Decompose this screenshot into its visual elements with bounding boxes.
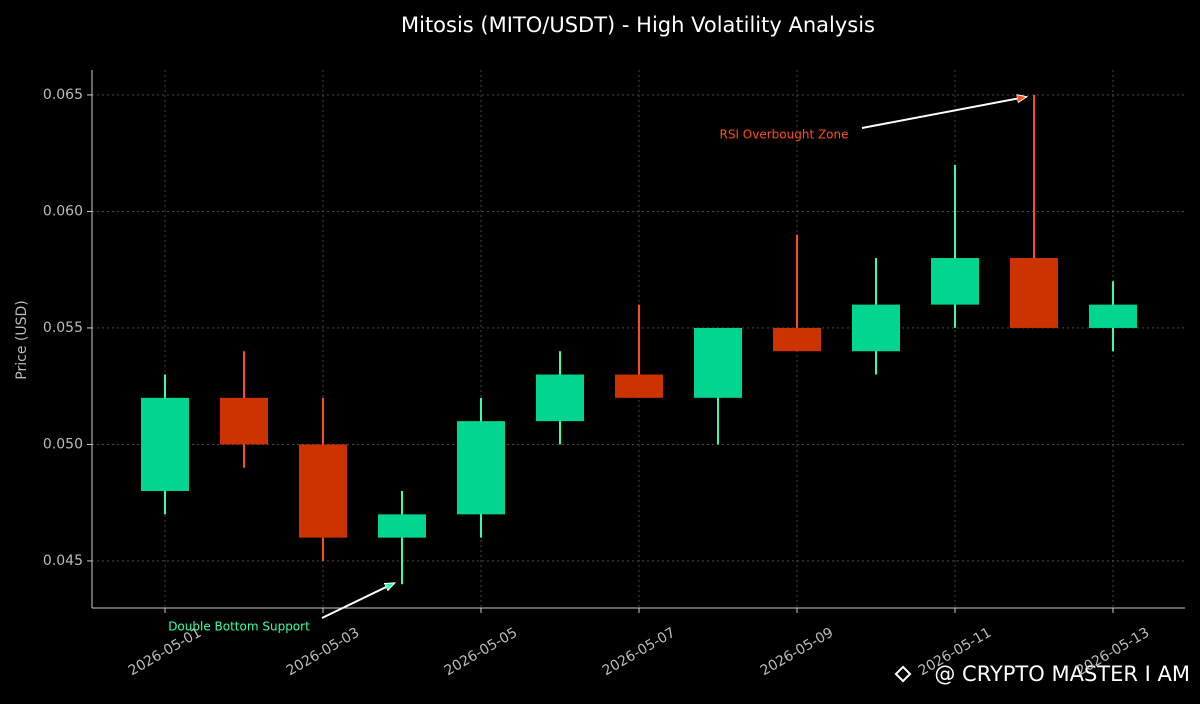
- candle-body: [457, 421, 505, 515]
- annotation-arrow: [321, 583, 394, 619]
- candle-body: [615, 374, 663, 398]
- watermark-icon: [894, 665, 912, 683]
- y-tick-label: 0.055: [43, 320, 83, 336]
- annotation-arrow: [861, 97, 1026, 129]
- y-tick-label: 0.065: [43, 87, 83, 103]
- candle-body: [1089, 304, 1137, 328]
- chart-title: Mitosis (MITO/USDT) - High Volatility An…: [401, 13, 875, 37]
- y-axis-label: Price (USD): [14, 300, 30, 379]
- candle-body: [694, 327, 742, 398]
- y-tick-label: 0.045: [43, 553, 83, 569]
- y-tick-label: 0.060: [43, 203, 83, 219]
- candle-body: [299, 444, 347, 538]
- candle-body: [378, 514, 426, 538]
- annotation-text: Double Bottom Support: [168, 620, 310, 634]
- candle-body: [931, 258, 979, 305]
- y-tick-label: 0.050: [43, 436, 83, 452]
- candle-body: [852, 304, 900, 352]
- candle-body: [220, 397, 268, 445]
- candle-body: [773, 327, 821, 352]
- watermark: @ CRYPTO MASTER I AM: [934, 662, 1190, 686]
- candle-body: [1010, 258, 1058, 328]
- annotation-text: RSI Overbought Zone: [719, 128, 848, 142]
- candle-body: [141, 397, 189, 492]
- candle-body: [536, 374, 584, 422]
